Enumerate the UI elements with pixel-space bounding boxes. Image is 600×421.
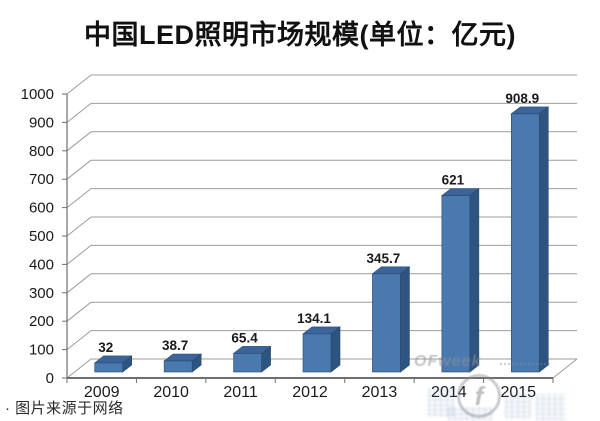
x-tick-label-2010: 2010: [153, 384, 189, 401]
labels: 32 2009 38.7 2010 65.4 2011 134.1 2012 345.7 2013…: [84, 91, 539, 401]
floor-right-edge: [552, 358, 578, 379]
gridline-diagonal-1000: [66, 74, 92, 95]
bar-front-face: [94, 362, 124, 373]
value-label-2013: 345.7: [367, 251, 401, 266]
bar-side-face: [538, 106, 549, 373]
gridline-diagonal-700: [66, 159, 92, 180]
bar-2011: [232, 345, 272, 373]
value-label-2009: 32: [98, 340, 113, 355]
y-tick-label-500: 500: [29, 228, 54, 245]
x-tick-label-2014: 2014: [431, 384, 467, 401]
gridline-diagonal-600: [66, 188, 92, 208]
bar-side-face: [400, 266, 410, 373]
value-label-2011: 65.4: [231, 330, 258, 345]
y-tick-label-1000: 1000: [21, 86, 54, 103]
bar-front-face: [510, 113, 540, 373]
x-tick-label-2015: 2015: [500, 384, 536, 401]
y-tick-label-100: 100: [29, 342, 54, 359]
value-label-2010: 38.7: [162, 338, 188, 353]
bar-2013: [371, 266, 411, 373]
image-source-note: · 图片来源于网络: [5, 400, 124, 417]
y-tick-label-700: 700: [29, 171, 54, 188]
bar-2009: [93, 355, 133, 373]
x-tick-label-2012: 2012: [292, 384, 328, 401]
gridline-diagonal-800: [66, 131, 92, 152]
y-tick-label-200: 200: [29, 313, 54, 330]
bar-front-face: [441, 195, 471, 373]
value-label-2012: 134.1: [297, 311, 331, 326]
y-tick-label-0: 0: [46, 370, 54, 387]
value-label-2014: 621: [442, 173, 465, 188]
bar-2015: [510, 106, 550, 373]
y-tick-label-600: 600: [29, 200, 54, 217]
bar-2010: [163, 353, 203, 373]
x-tick-label-2009: 2009: [84, 384, 120, 401]
y-tick-label-800: 800: [29, 143, 54, 160]
bar-front-face: [372, 273, 401, 373]
bars: [93, 106, 550, 373]
gridline-diagonal-0: [66, 358, 92, 379]
grid-and-y-axis-labels: 0 100 200 300 400 500 600 700 800 900 1000: [21, 74, 577, 387]
value-label-2015: 908.9: [505, 91, 539, 106]
x-tick-label-2011: 2011: [223, 384, 258, 401]
axes: [66, 94, 578, 383]
gridline-diagonal-900: [66, 103, 92, 123]
bar-front-face: [163, 360, 193, 373]
bar-2014: [440, 188, 480, 373]
bar-side-face: [469, 188, 480, 373]
y-tick-label-900: 900: [29, 114, 54, 131]
bar-front-face: [233, 353, 262, 373]
bar-2012: [302, 326, 341, 373]
gridline-diagonal-300: [66, 273, 92, 294]
y-tick-label-400: 400: [29, 256, 54, 273]
gridline-diagonal-200: [66, 301, 92, 322]
x-tick-label-2013: 2013: [362, 384, 398, 401]
chart-title: 中国LED照明市场规模(单位：亿元): [84, 20, 516, 50]
y-tick-label-300: 300: [29, 285, 54, 302]
gridline-diagonal-100: [66, 330, 92, 350]
bar-side-face: [330, 326, 341, 373]
bar-front-face: [302, 333, 332, 373]
gridline-diagonal-400: [66, 245, 92, 265]
gridline-diagonal-500: [66, 216, 92, 237]
